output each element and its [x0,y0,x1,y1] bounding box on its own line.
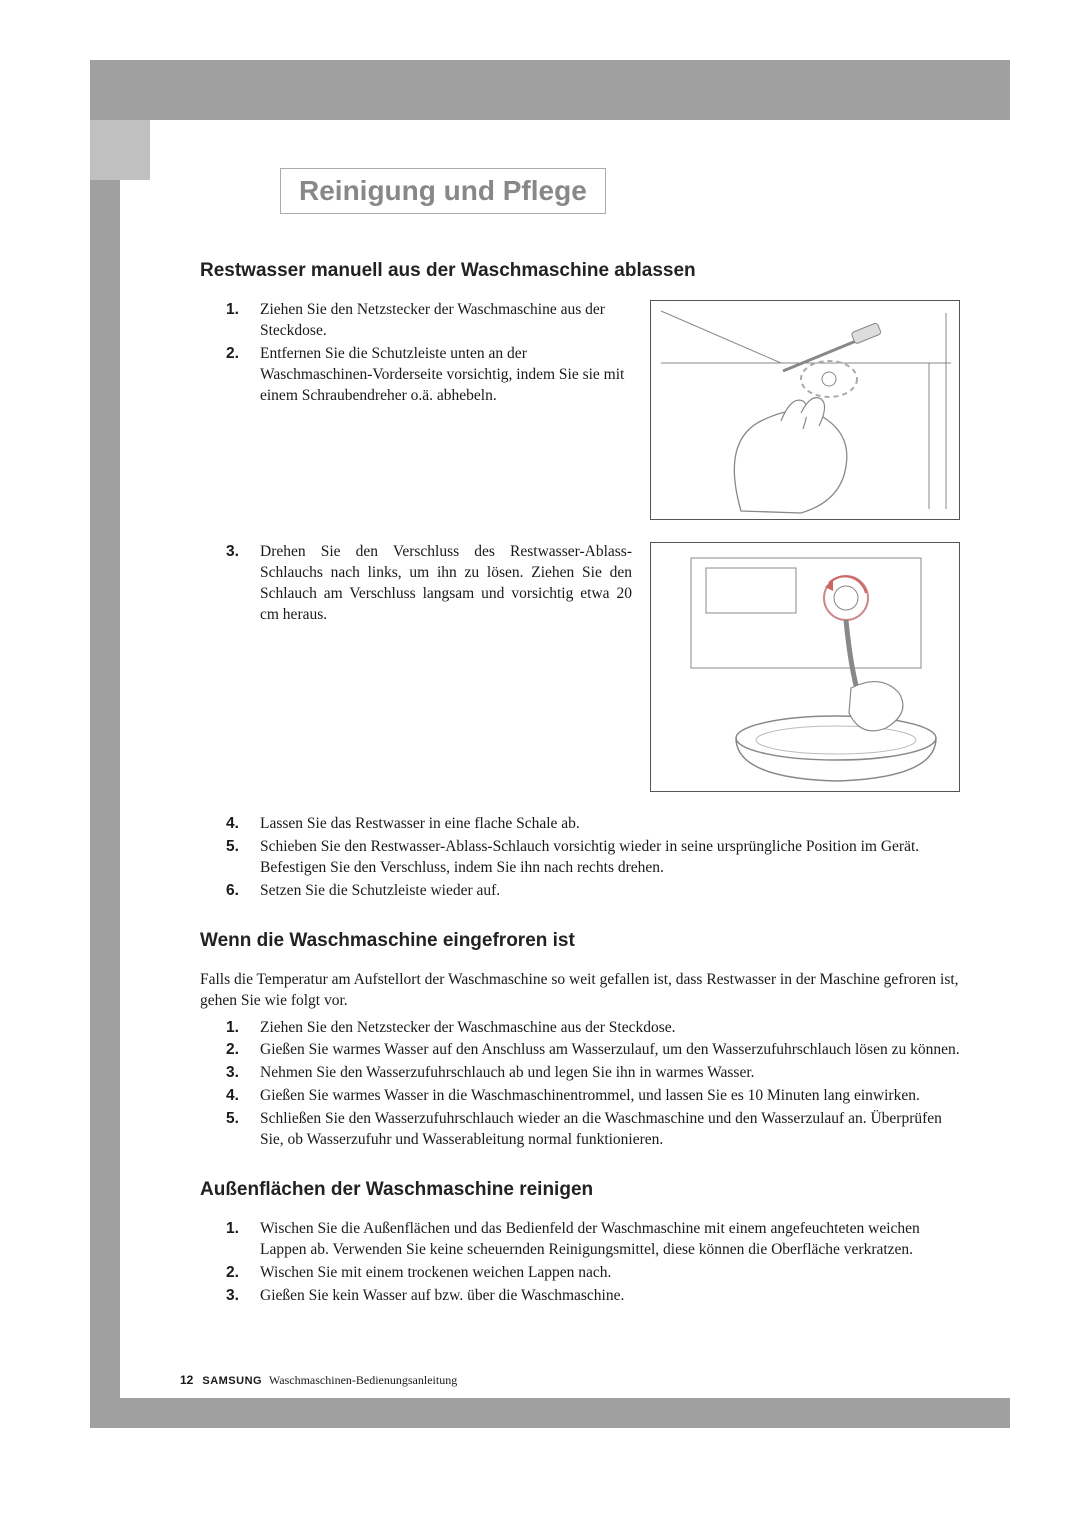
section1-row-a: 1. Ziehen Sie den Netzstecker der Waschma… [200,300,960,520]
decor-bottom-bar [120,1398,1010,1428]
step-text: Schieben Sie den Restwasser-Ablass-Schla… [260,838,919,876]
step-text: Ziehen Sie den Netzstecker der Waschmasc… [260,301,605,339]
step-number: 1. [226,1219,239,1240]
section2-intro: Falls die Temperatur am Aufstellort der … [200,970,960,1012]
section3-heading: Außenflächen der Waschmaschine reinigen [200,1179,960,1201]
content-area: Restwasser manuell aus der Waschmaschine… [200,260,960,1309]
manual-page: Reinigung und Pflege Restwasser manuell … [0,0,1080,1528]
step-text: Schließen Sie den Wasserzufuhrschlauch w… [260,1110,942,1148]
step-number: 6. [226,881,239,902]
step-text: Drehen Sie den Verschluss des Restwasser… [260,543,632,623]
footer-doc-title: Waschmaschinen-Bedienungsanleitung [269,1373,457,1387]
step-number: 5. [226,1109,239,1130]
step-number: 2. [226,1263,239,1284]
step-item: 6.Setzen Sie die Schutzleiste wieder auf… [260,881,960,902]
decor-top-bar [90,60,1010,120]
step-number: 1. [226,300,239,321]
step-number: 2. [226,344,239,365]
step-text: Nehmen Sie den Wasserzufuhrschlauch ab u… [260,1064,755,1081]
step-number: 2. [226,1040,239,1061]
decor-corner-block [90,120,150,180]
section3-steps: 1. Wischen Sie die Außenflächen und das B… [200,1219,960,1307]
step-item: 3.Nehmen Sie den Wasserzufuhrschlauch ab… [260,1063,960,1084]
step-number: 5. [226,837,239,858]
step-text: Gießen Sie warmes Wasser in die Waschmas… [260,1087,920,1104]
illustration-1-container [650,300,960,520]
step-text: Gießen Sie kein Wasser auf bzw. über die… [260,1287,624,1304]
decor-side-bar [90,180,120,1428]
step-text: Ziehen Sie den Netzstecker der Waschmasc… [260,1019,676,1036]
step-item: 5.Schließen Sie den Wasserzufuhrschlauch… [260,1109,960,1151]
step-text: Entfernen Sie die Schutzleiste unten an … [260,345,624,404]
section1-heading: Restwasser manuell aus der Waschmaschine… [200,260,960,282]
step-item: 5.Schieben Sie den Restwasser-Ablass-Sch… [260,837,960,879]
step-item: 2.Wischen Sie mit einem trockenen weiche… [260,1263,960,1284]
chapter-title: Reinigung und Pflege [280,168,606,214]
footer-brand: SAMSUNG [202,1375,262,1387]
step-item: 3.Drehen Sie den Verschluss des Restwass… [260,542,632,626]
illustration-2-container [650,542,960,792]
step-number: 3. [226,1063,239,1084]
step-text: Wischen Sie die Außenflächen und das Bed… [260,1220,920,1258]
step-item: 1.Ziehen Sie den Netzstecker der Waschma… [260,1018,960,1039]
step-number: 3. [226,1286,239,1307]
section1-steps-c: 4. Lassen Sie das Restwasser in eine flac… [200,814,960,902]
step-number: 1. [226,1018,239,1039]
section2-steps: 1. Ziehen Sie den Netzstecker der Waschma… [200,1018,960,1152]
step-item: 4.Gießen Sie warmes Wasser in die Waschm… [260,1086,960,1107]
illustration-1 [650,300,960,520]
step-text: Lassen Sie das Restwasser in eine flache… [260,815,580,832]
step-number: 4. [226,814,239,835]
step-number: 4. [226,1086,239,1107]
page-number: 12 [180,1373,193,1387]
step-item: 1.Wischen Sie die Außenflächen und das B… [260,1219,960,1261]
step-item: 1.Ziehen Sie den Netzstecker der Waschma… [260,300,632,342]
page-footer: 12 SAMSUNG Waschmaschinen-Bedienungsanle… [180,1373,457,1388]
step-item: 2.Gießen Sie warmes Wasser auf den Ansch… [260,1040,960,1061]
section1-steps-b: 3. Drehen Sie den Verschluss des Restwass… [200,542,632,792]
section1-row-b: 3. Drehen Sie den Verschluss des Restwass… [200,542,960,792]
step-item: 3.Gießen Sie kein Wasser auf bzw. über d… [260,1286,960,1307]
step-text: Setzen Sie die Schutzleiste wieder auf. [260,882,500,899]
step-item: 4.Lassen Sie das Restwasser in eine flac… [260,814,960,835]
step-text: Wischen Sie mit einem trockenen weichen … [260,1264,611,1281]
step-item: 2.Entfernen Sie die Schutzleiste unten a… [260,344,632,407]
chapter-title-container: Reinigung und Pflege [280,168,606,214]
section1-steps-a: 1. Ziehen Sie den Netzstecker der Waschma… [200,300,632,520]
step-number: 3. [226,542,239,563]
illustration-2 [650,542,960,792]
step-text: Gießen Sie warmes Wasser auf den Anschlu… [260,1041,960,1058]
section2-heading: Wenn die Waschmaschine eingefroren ist [200,930,960,952]
